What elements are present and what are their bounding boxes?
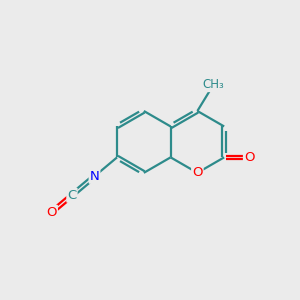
Text: C: C (67, 189, 76, 202)
Text: CH₃: CH₃ (202, 78, 224, 91)
Text: O: O (192, 166, 202, 179)
Text: O: O (46, 206, 57, 219)
Text: N: N (90, 170, 99, 183)
Text: O: O (244, 151, 254, 164)
